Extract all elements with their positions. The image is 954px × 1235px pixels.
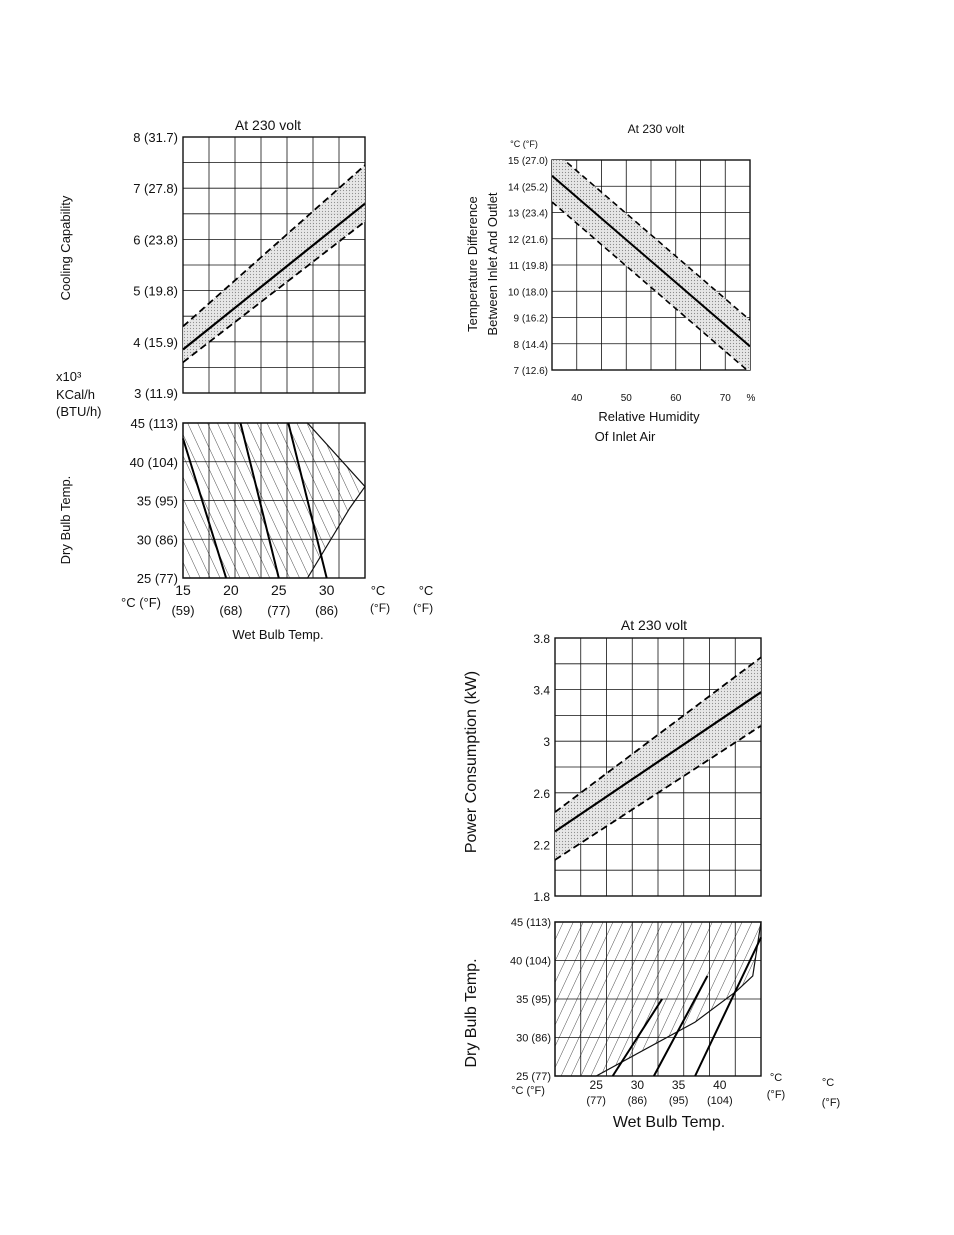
cooling-drybulb-guide-line <box>182 438 228 579</box>
tempdiff-yunit: °C (°F) <box>510 139 538 149</box>
cooling-drybulb-xtick-f: (77) <box>267 603 290 618</box>
power-drybulb-xtick-f: (95) <box>669 1095 689 1107</box>
power-drybulb-xtick-f: (86) <box>628 1095 648 1107</box>
tempdiff-xunit: % <box>747 393 756 404</box>
tempdiff-band <box>552 160 750 370</box>
power-bound-line-2 <box>554 724 762 861</box>
power-ytick-label: 3.4 <box>533 684 550 698</box>
power-drybulb-ytick-label: 40 (104) <box>510 956 551 968</box>
power-drybulb-xtick-c: 25 <box>590 1078 604 1092</box>
cooling-drybulb-ylabel: Dry Bulb Temp. <box>58 476 73 565</box>
cooling-drybulb-ytick-label: 40 (104) <box>130 455 178 470</box>
tempdiff-ytick-label: 15 (27.0) <box>508 156 548 167</box>
cooling-title: At 230 volt <box>235 117 301 133</box>
tempdiff-xtick-label: 60 <box>670 393 682 404</box>
cooling-drybulb-guide-line <box>239 422 280 579</box>
cooling-drybulb-ytick-label: 30 (86) <box>137 532 178 547</box>
tempdiff-xtick-label: 70 <box>720 393 732 404</box>
cooling-unit-multiplier: x10³ <box>56 369 82 384</box>
cooling-drybulb-xtick-f: (59) <box>171 603 194 618</box>
cooling-ytick-label: 8 (31.7) <box>133 130 178 145</box>
power-center-line <box>554 691 762 833</box>
power-drybulb-ytick-label: 35 (95) <box>516 994 551 1006</box>
cooling-drybulb-xtick-f: (68) <box>219 603 242 618</box>
cooling-band <box>183 165 365 363</box>
power-drybulb-xunit-f: (°F) <box>767 1089 785 1101</box>
cooling-drybulb-xtick-c: 15 <box>175 582 191 598</box>
power-drybulb-ytick-label: 30 (86) <box>516 1033 551 1045</box>
tempdiff-ylabel-2: Between Inlet And Outlet <box>485 192 500 335</box>
tempdiff-title: At 230 volt <box>628 122 685 136</box>
tempdiff-ytick-label: 13 (23.4) <box>508 209 548 220</box>
power-drybulb-guide-line <box>694 936 762 1077</box>
tempdiff-ytick-label: 9 (16.2) <box>514 314 548 325</box>
power-drybulb-xlabel: Wet Bulb Temp. <box>613 1114 725 1131</box>
tempdiff-ytick-label: 8 (14.4) <box>514 340 548 351</box>
cooling-unit-kcal: KCal/h <box>56 387 95 402</box>
cooling-drybulb-ytick-label: 35 (95) <box>137 494 178 509</box>
tempdiff-ytick-label: 12 (21.6) <box>508 235 548 246</box>
power-ytick-label: 3.8 <box>533 632 550 646</box>
tempdiff-bound-line-2 <box>552 201 749 370</box>
power-bound-line-1 <box>554 656 762 813</box>
tempdiff-xtick-label: 40 <box>571 393 583 404</box>
tempdiff-ytick-label: 7 (12.6) <box>514 366 548 377</box>
power-band <box>555 657 761 860</box>
power-drybulb-guide-line <box>652 975 709 1077</box>
power-drybulb-xtick-c: 35 <box>672 1078 686 1092</box>
power-title: At 230 volt <box>621 617 687 633</box>
power-ytick-label: 2.6 <box>533 787 550 801</box>
tempdiff-center-line <box>552 174 750 348</box>
cooling-ytick-label: 7 (27.8) <box>133 181 178 196</box>
power-ylabel: Power Consumption (kW) <box>463 671 480 853</box>
cooling-drybulb-xtick-c: 25 <box>271 582 287 598</box>
cooling-drybulb-xunit-f2: (°F) <box>413 601 433 615</box>
power-drybulb-xtick-f: (104) <box>707 1095 733 1107</box>
cooling-drybulb-ytick-label: 45 (113) <box>131 416 178 431</box>
tempdiff-ytick-label: 14 (25.2) <box>508 182 548 193</box>
power-drybulb-ytick-label: 45 (113) <box>511 917 551 929</box>
power-drybulb-xunit-f2: (°F) <box>822 1097 840 1109</box>
power-ytick-label: 1.8 <box>533 890 550 904</box>
tempdiff-xlabel-2: Of Inlet Air <box>595 429 656 444</box>
tempdiff-xtick-label: 50 <box>621 393 633 404</box>
cooling-ytick-label: 3 (11.9) <box>134 386 178 401</box>
power-drybulb-xtick-f: (77) <box>586 1095 606 1107</box>
cooling-center-line <box>182 202 366 351</box>
tempdiff-ytick-label: 11 (19.8) <box>509 261 548 272</box>
power-drybulb-xtick-c: 30 <box>631 1078 645 1092</box>
tempdiff-bound-line-1 <box>562 160 750 321</box>
power-drybulb-xunit-c: °C <box>770 1072 782 1084</box>
cooling-drybulb-xunit-c: °C <box>371 583 386 598</box>
power-drybulb-xaxis-unit: °C (°F) <box>511 1085 545 1097</box>
power-drybulb-xunit-c2: °C <box>822 1077 834 1089</box>
power-drybulb-xtick-c: 40 <box>713 1078 727 1092</box>
cooling-bound-line-2 <box>182 220 366 363</box>
tempdiff-ytick-label: 10 (18.0) <box>508 287 548 298</box>
cooling-ytick-label: 6 (23.8) <box>133 232 178 247</box>
cooling-drybulb-xunit-c2: °C <box>419 583 434 598</box>
power-ytick-label: 2.2 <box>533 838 550 852</box>
tempdiff-ylabel-1: Temperature Difference <box>465 196 480 332</box>
power-ytick-label: 3 <box>543 735 550 749</box>
cooling-drybulb-xaxis-unit: °C (°F) <box>121 595 161 610</box>
cooling-ytick-label: 4 (15.9) <box>133 335 178 350</box>
power-drybulb-ytick-label: 25 (77) <box>516 1071 551 1083</box>
power-drybulb-guide-line <box>611 998 663 1077</box>
cooling-drybulb-xtick-c: 20 <box>223 582 239 598</box>
tempdiff-xlabel-1: Relative Humidity <box>598 409 700 424</box>
power-drybulb-ylabel: Dry Bulb Temp. <box>463 958 480 1067</box>
cooling-drybulb-xlabel: Wet Bulb Temp. <box>232 627 323 642</box>
cooling-drybulb-guide-line <box>287 422 328 579</box>
cooling-unit-btu: (BTU/h) <box>56 404 102 419</box>
cooling-bound-line-1 <box>182 164 366 328</box>
cooling-drybulb-xtick-f: (86) <box>315 603 338 618</box>
cooling-drybulb-xtick-c: 30 <box>319 582 335 598</box>
cooling-ylabel: Cooling Capability <box>58 195 73 300</box>
cooling-ytick-label: 5 (19.8) <box>133 284 178 299</box>
cooling-drybulb-xunit-f: (°F) <box>370 601 390 615</box>
cooling-drybulb-ytick-label: 25 (77) <box>137 571 178 586</box>
